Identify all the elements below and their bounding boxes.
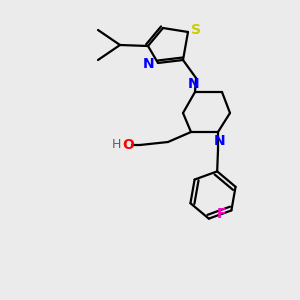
- Text: N: N: [214, 134, 226, 148]
- Text: N: N: [188, 77, 200, 91]
- Text: H: H: [111, 139, 121, 152]
- Text: F: F: [217, 207, 226, 221]
- Text: S: S: [191, 23, 201, 37]
- Text: N: N: [143, 57, 155, 71]
- Text: O: O: [122, 138, 134, 152]
